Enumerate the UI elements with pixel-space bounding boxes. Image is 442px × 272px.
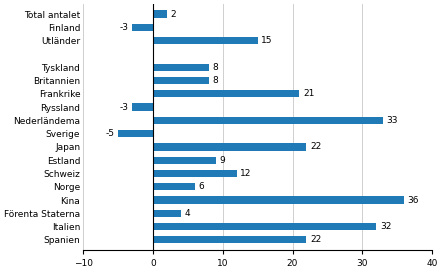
Text: 15: 15 bbox=[261, 36, 273, 45]
Text: 8: 8 bbox=[212, 76, 218, 85]
Bar bbox=[153, 90, 300, 97]
Text: 2: 2 bbox=[170, 10, 176, 18]
Bar bbox=[153, 37, 258, 44]
Text: 12: 12 bbox=[240, 169, 251, 178]
Text: 6: 6 bbox=[198, 182, 204, 191]
Bar bbox=[132, 24, 153, 31]
Text: 32: 32 bbox=[380, 222, 391, 231]
Bar bbox=[153, 156, 216, 164]
Bar bbox=[153, 170, 236, 177]
Text: 22: 22 bbox=[310, 143, 321, 152]
Text: 33: 33 bbox=[387, 116, 398, 125]
Bar bbox=[153, 117, 383, 124]
Bar bbox=[153, 236, 306, 243]
Text: 4: 4 bbox=[184, 209, 190, 218]
Bar bbox=[118, 130, 153, 137]
Bar bbox=[153, 210, 181, 217]
Text: -3: -3 bbox=[119, 103, 129, 112]
Text: 22: 22 bbox=[310, 235, 321, 244]
Bar bbox=[132, 103, 153, 111]
Bar bbox=[153, 143, 306, 151]
Bar bbox=[153, 64, 209, 71]
Text: -3: -3 bbox=[119, 23, 129, 32]
Text: 9: 9 bbox=[219, 156, 225, 165]
Text: 8: 8 bbox=[212, 63, 218, 72]
Bar bbox=[153, 223, 376, 230]
Text: 21: 21 bbox=[303, 89, 314, 98]
Bar bbox=[153, 183, 195, 190]
Bar bbox=[153, 77, 209, 84]
Bar bbox=[153, 196, 404, 204]
Bar bbox=[153, 11, 167, 18]
Text: 36: 36 bbox=[408, 196, 419, 205]
Text: -5: -5 bbox=[106, 129, 114, 138]
